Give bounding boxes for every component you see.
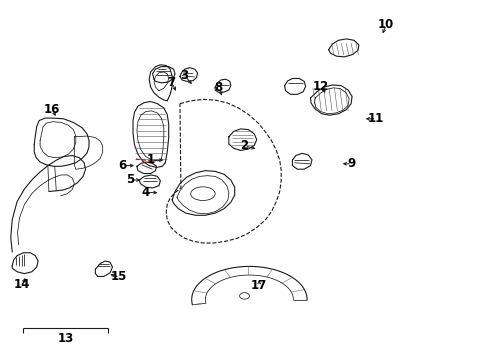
Text: 6: 6 (119, 159, 126, 172)
Text: 11: 11 (367, 112, 384, 125)
Text: 14: 14 (14, 278, 30, 291)
Text: 16: 16 (44, 103, 61, 116)
Text: 17: 17 (250, 279, 266, 292)
Text: 15: 15 (111, 270, 127, 283)
Text: 9: 9 (347, 157, 355, 170)
Text: 7: 7 (167, 76, 175, 89)
Text: 3: 3 (180, 69, 188, 82)
Text: 5: 5 (126, 173, 134, 186)
Text: 4: 4 (141, 186, 149, 199)
Text: 1: 1 (147, 153, 155, 166)
Text: 8: 8 (214, 81, 222, 94)
Text: 12: 12 (312, 80, 329, 93)
Text: 10: 10 (377, 18, 393, 31)
Text: 2: 2 (240, 139, 247, 152)
Text: 13: 13 (57, 332, 74, 345)
